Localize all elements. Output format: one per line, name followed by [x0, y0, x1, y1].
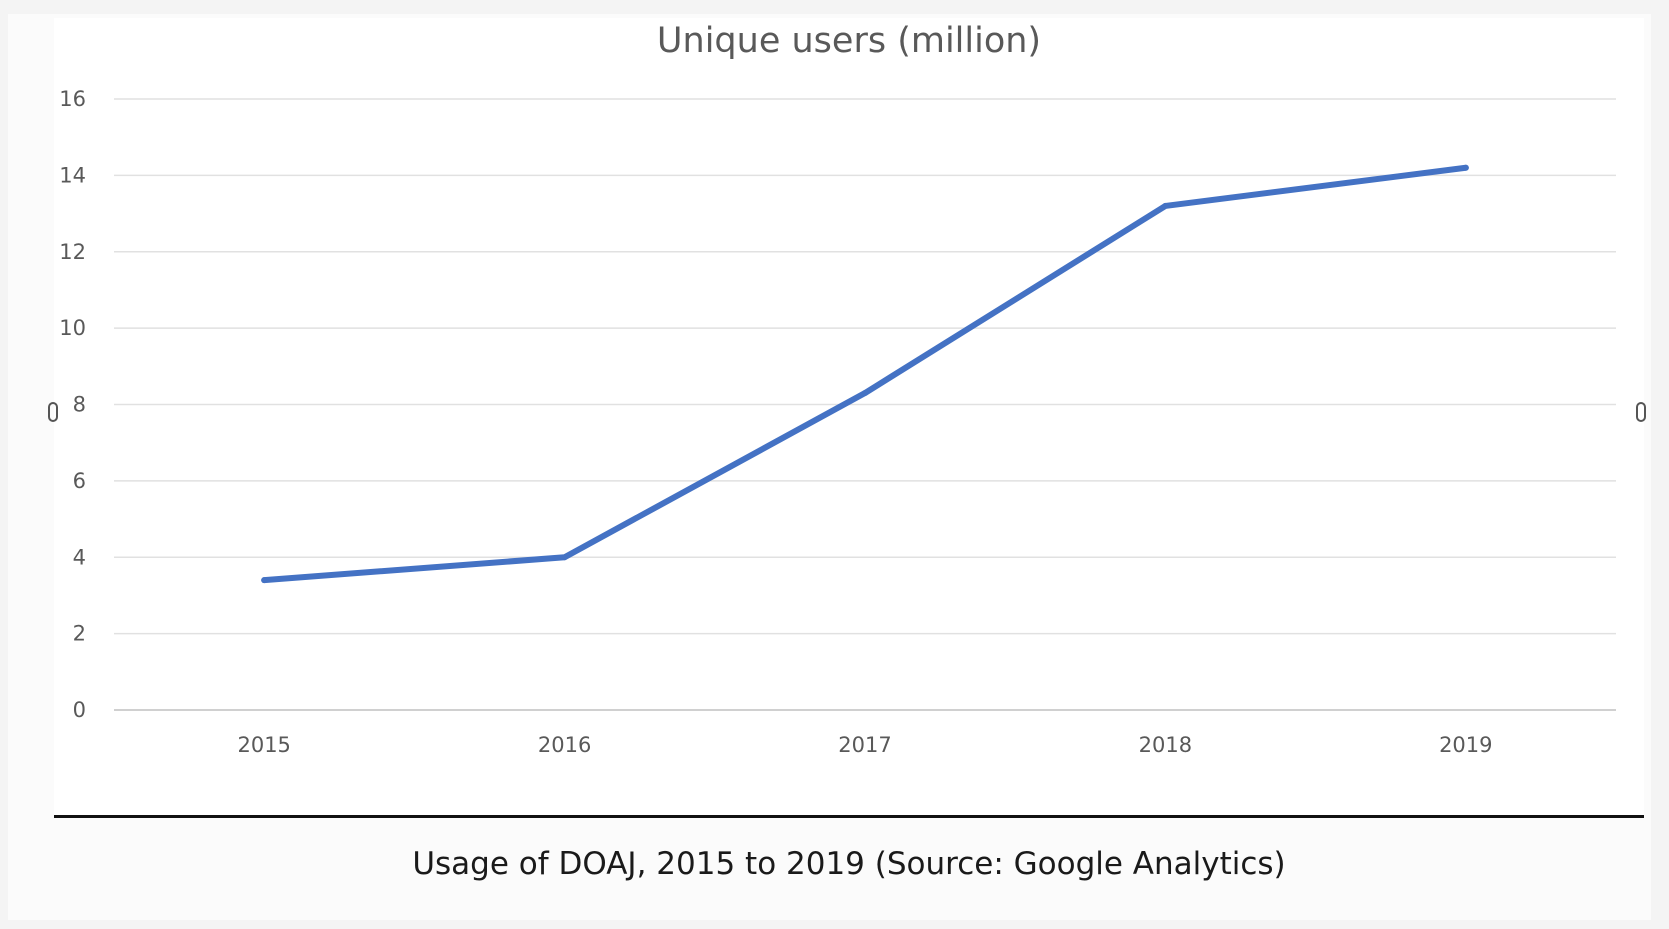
series-line [261, 164, 1469, 584]
data-point [1162, 202, 1169, 209]
data-point [261, 577, 268, 584]
figure-caption: Usage of DOAJ, 2015 to 2019 (Source: Goo… [412, 846, 1286, 882]
x-tick-label: 2019 [1439, 733, 1492, 757]
x-tick-label: 2017 [838, 733, 891, 757]
data-point [561, 554, 568, 561]
y-tick-label: 6 [73, 469, 86, 493]
y-tick-label: 2 [73, 622, 86, 646]
y-tick-label: 14 [59, 163, 86, 187]
y-tick-label: 0 [73, 698, 86, 722]
chart-title: Unique users (million) [657, 21, 1041, 61]
x-tick-label: 2018 [1139, 733, 1192, 757]
line-chart: Unique users (million) 0 2 4 6 8 10 12 14 16 201… [59, 21, 1616, 757]
caption-rule [54, 815, 1644, 818]
x-tick-label: 2015 [237, 733, 290, 757]
y-tick-label: 10 [59, 316, 86, 340]
y-tick-label: 12 [59, 240, 86, 264]
series-group [261, 164, 1469, 584]
y-tick-label: 4 [73, 545, 86, 569]
gridlines [114, 98, 1616, 711]
y-tick-label: 8 [73, 393, 86, 417]
y-axis-ticks: 0 2 4 6 8 10 12 14 16 [59, 87, 86, 722]
data-point [862, 390, 868, 397]
left-edge-handle [48, 402, 58, 422]
right-edge-handle [1636, 402, 1646, 422]
data-point [1462, 164, 1469, 171]
x-tick-label: 2016 [538, 733, 591, 757]
x-axis-ticks: 2015 2016 2017 2018 2019 [237, 733, 1492, 757]
chart-area: Unique users (million) 0 2 4 6 8 10 12 14 16 201… [54, 18, 1644, 815]
y-tick-label: 16 [59, 87, 86, 111]
